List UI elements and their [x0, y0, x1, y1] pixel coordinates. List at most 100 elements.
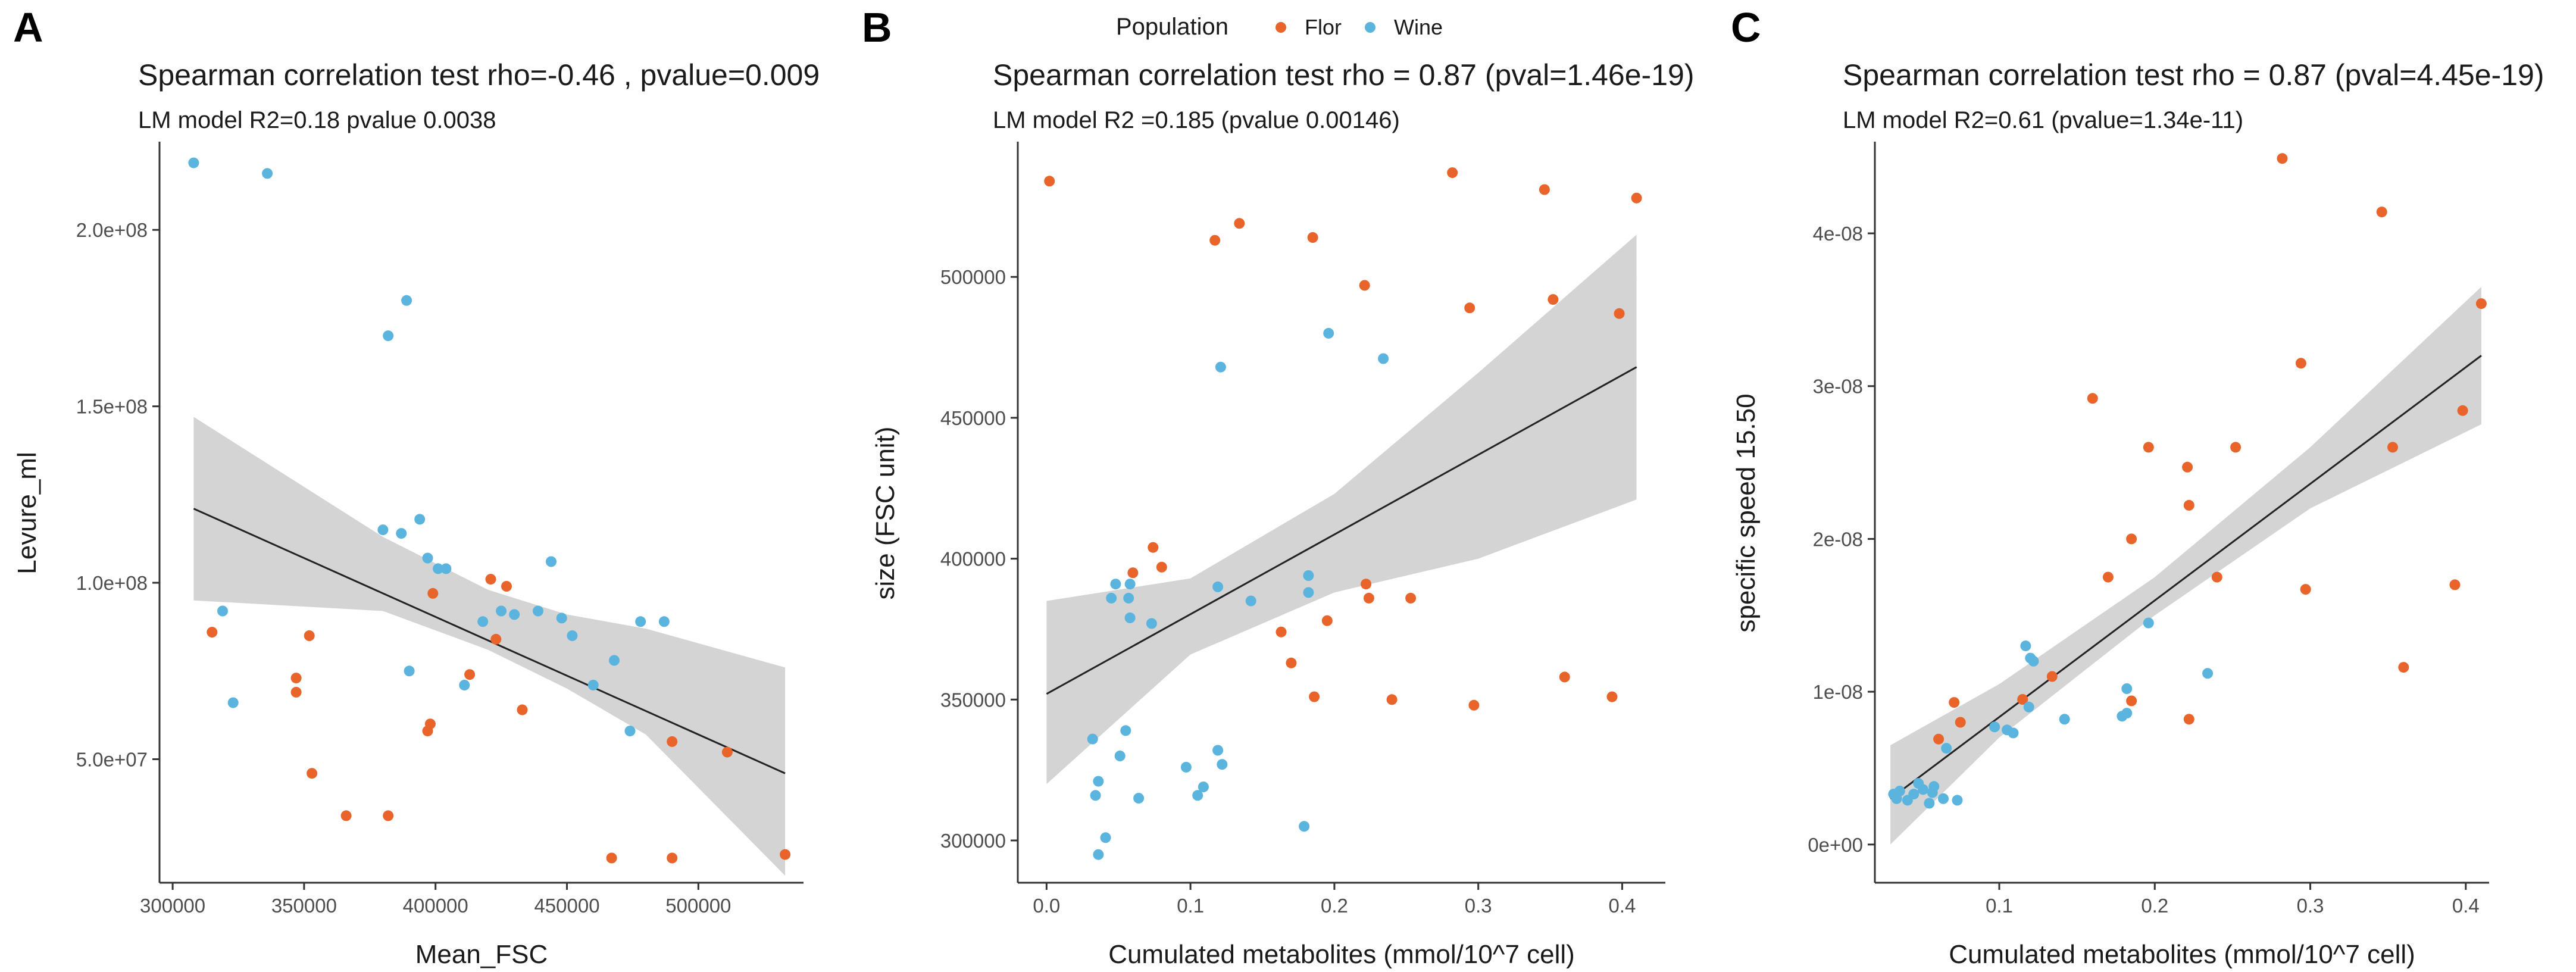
y-tick-label: 1.5e+08 [76, 396, 148, 418]
point-wine [1093, 776, 1104, 787]
point-wine [1212, 581, 1224, 592]
panel-letter-b: B [862, 4, 892, 51]
point-flor [1234, 218, 1245, 229]
point-flor [1209, 235, 1221, 246]
point-wine [1299, 821, 1310, 832]
point-wine [1952, 795, 1963, 806]
panel-c: C Spearman correlation test rho = 0.87 (… [1731, 4, 2544, 969]
point-flor [2183, 499, 2194, 511]
point-wine [262, 168, 273, 179]
point-flor [1363, 592, 1374, 604]
point-flor [2457, 405, 2468, 416]
point-wine [2059, 714, 2070, 725]
point-wine [188, 157, 199, 168]
point-flor [1309, 691, 1320, 702]
point-flor [383, 810, 394, 821]
confidence-band [1890, 286, 2481, 845]
point-flor [1359, 280, 1370, 291]
point-flor [780, 849, 791, 860]
point-flor [427, 587, 439, 599]
point-wine [433, 563, 444, 574]
point-wine [1087, 733, 1098, 745]
point-flor [517, 704, 528, 715]
point-flor [2102, 571, 2114, 583]
x-tick-label: 350000 [271, 895, 337, 917]
panel-a-subtitle: LM model R2=0.18 pvalue 0.0038 [138, 107, 496, 133]
point-wine [217, 605, 228, 617]
point-wine [1198, 782, 1209, 792]
point-wine [567, 630, 578, 641]
point-wine [1323, 327, 1334, 339]
panel-c-x-label: Cumulated metabolites (mmol/10^7 cell) [1949, 940, 2415, 969]
point-wine [377, 524, 389, 536]
point-wine [1918, 784, 1928, 795]
x-tick-label: 0.0 [1033, 895, 1060, 917]
point-flor [1631, 192, 1642, 204]
point-wine [1378, 353, 1389, 364]
point-wine [1123, 592, 1134, 604]
y-tick-label: 2.0e+08 [76, 219, 148, 241]
point-flor [2449, 579, 2461, 590]
point-wine [2121, 708, 2133, 719]
point-wine [1106, 592, 1117, 604]
point-wine [227, 697, 239, 708]
point-wine [1989, 721, 2000, 733]
panel-letter-c: C [1731, 4, 1761, 51]
point-flor [501, 581, 512, 592]
point-flor [2046, 671, 2058, 682]
point-flor [2475, 298, 2487, 310]
point-flor [721, 746, 733, 758]
point-flor [2300, 584, 2311, 595]
panel-b-y-label: size (FSC unit) [871, 427, 900, 600]
point-flor [490, 633, 502, 645]
point-flor [2126, 695, 2137, 707]
point-flor [1447, 167, 1458, 179]
point-flor [1276, 626, 1287, 637]
point-flor [424, 718, 436, 730]
point-wine [1090, 790, 1101, 801]
point-wine [1110, 579, 1121, 590]
point-wine [546, 556, 557, 567]
panel-b-title: Spearman correlation test rho = 0.87 (pv… [993, 58, 1694, 92]
point-flor [1949, 697, 1960, 708]
point-wine [1938, 793, 1949, 804]
point-wine [404, 665, 415, 677]
panel-b-plot-area: 0.0 0.1 0.2 0.3 0.4 300000 350000 400000 450000 5… [940, 142, 1665, 917]
point-wine [1192, 790, 1203, 801]
panel-a-title: Spearman correlation test rho=-0.46 , pv… [138, 58, 820, 92]
y-tick-label: 1e-08 [1813, 681, 1863, 703]
point-wine [422, 552, 433, 564]
point-wine [1303, 587, 1314, 598]
point-flor [1361, 579, 1372, 590]
point-flor [1548, 294, 1559, 305]
regression-line [193, 508, 786, 774]
legend-title: Population [1116, 14, 1228, 40]
point-flor [2183, 714, 2194, 725]
point-flor [307, 768, 318, 779]
point-flor [2143, 442, 2154, 453]
regression-line [1890, 355, 2482, 800]
y-tick-label: 5.0e+07 [76, 749, 148, 771]
x-tick-label: 0.2 [2141, 895, 2168, 917]
point-flor [1286, 657, 1297, 668]
x-tick-label: 0.3 [1465, 895, 1492, 917]
point-wine [1894, 786, 1905, 796]
point-wine [1124, 579, 1136, 590]
point-flor [2230, 442, 2242, 453]
point-wine [556, 612, 567, 624]
y-tick-label: 400000 [940, 548, 1006, 570]
point-wine [440, 563, 452, 574]
legend-flor-label: Flor [1305, 15, 1342, 39]
y-tick-label: 500000 [940, 266, 1006, 288]
point-wine [1100, 832, 1111, 843]
point-flor [1307, 232, 1318, 243]
point-wine [624, 726, 636, 737]
point-flor [2211, 571, 2222, 583]
x-tick-label: 0.1 [1986, 895, 2013, 917]
y-tick-label: 3e-08 [1813, 376, 1863, 398]
point-flor [1405, 592, 1417, 604]
y-tick-label: 350000 [940, 689, 1006, 711]
panel-b: B Spearman correlation test rho = 0.87 (… [862, 4, 1694, 969]
panel-a-x-label: Mean_FSC [415, 940, 548, 969]
